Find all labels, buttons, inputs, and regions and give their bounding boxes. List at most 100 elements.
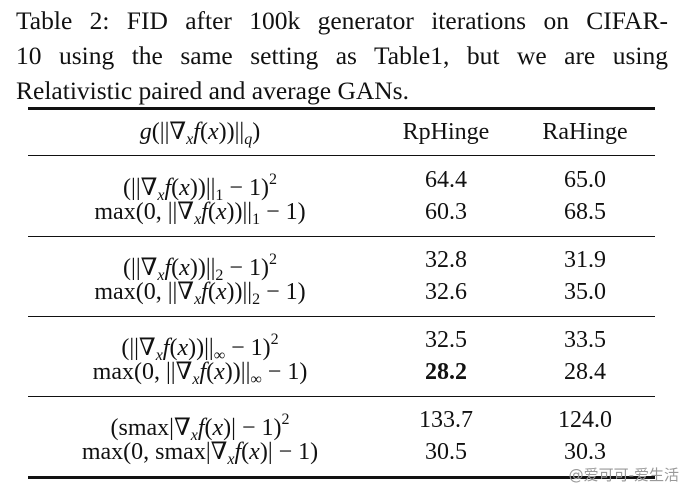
caption-line: Relativistic paired and average GANs. <box>16 76 409 105</box>
math-segment: (||∇ <box>123 255 158 281</box>
math-segment: max(0, ||∇ <box>94 279 195 305</box>
table-value: 65.0 <box>564 167 606 193</box>
math-segment: − 1) <box>223 175 269 201</box>
row-label: (smax|∇xf(x)| − 1)2 <box>40 405 360 451</box>
watermark: @爱可可-爱生活 <box>568 466 679 484</box>
row-label: (||∇xf(x))||∞ − 1)2 <box>40 325 360 371</box>
math-segment: ( <box>171 255 180 281</box>
math-segment: )| − 1) <box>223 415 282 441</box>
math-segment: ( <box>206 359 215 385</box>
row-label: g(||∇xf(x))||q) <box>40 117 360 155</box>
math-segment: 2 <box>215 267 224 284</box>
math-segment: (||∇ <box>123 175 158 201</box>
math-segment: x <box>194 291 202 308</box>
table-rule <box>28 476 655 479</box>
math-segment: ∞ <box>250 371 262 388</box>
math-segment: x <box>179 255 190 281</box>
math-segment: f <box>234 439 242 465</box>
table-value: 30.5 <box>425 439 467 465</box>
math-segment: ))|| <box>188 335 214 361</box>
caption-line: 10 using the same setting as Table1, but… <box>16 41 668 70</box>
row-label: max(0, ||∇xf(x))||1 − 1) <box>40 197 360 235</box>
math-segment: f <box>197 415 205 441</box>
math-segment: x <box>190 427 198 444</box>
math-segment: x <box>214 359 225 385</box>
math-segment: − 1) <box>261 359 308 385</box>
math-segment: x <box>212 415 224 441</box>
table-rule <box>28 396 655 398</box>
math-segment: ( <box>241 439 250 465</box>
math-segment: x <box>207 119 219 145</box>
row-label: (||∇xf(x))||1 − 1)2 <box>40 165 360 211</box>
math-segment: ))|| <box>189 255 216 281</box>
row-label: (||∇xf(x))||2 − 1)2 <box>40 245 360 291</box>
math-segment: ∞ <box>213 347 226 364</box>
math-segment: x <box>186 131 194 148</box>
math-segment: max(0, ||∇ <box>92 359 193 385</box>
row-label: max(0, smax|∇xf(x)| − 1) <box>40 437 360 475</box>
table-rule <box>28 155 655 157</box>
math-segment: 2 <box>268 251 277 268</box>
table-value: 32.5 <box>425 327 467 353</box>
caption-line: Table 2: FID after 100k generator iterat… <box>16 6 668 35</box>
math-segment: f <box>162 335 170 361</box>
math-segment: ))|| <box>189 175 216 201</box>
math-segment: q <box>244 131 253 148</box>
table-value: RaHinge <box>542 119 628 145</box>
math-segment: 2 <box>270 331 279 348</box>
math-segment: max(0, ||∇ <box>94 199 195 225</box>
table-value: 133.7 <box>419 407 473 433</box>
math-segment: x <box>215 199 227 225</box>
row-label: max(0, ||∇xf(x))||∞ − 1) <box>40 357 360 395</box>
table-rule <box>28 107 655 110</box>
math-segment: g <box>139 119 152 145</box>
math-segment: x <box>215 279 227 305</box>
math-segment: f <box>201 199 208 225</box>
math-segment: x <box>157 267 165 284</box>
math-segment: )| − 1) <box>259 439 319 465</box>
table-value: 124.0 <box>558 407 612 433</box>
math-segment: 2 <box>281 411 290 428</box>
math-segment: f <box>201 279 208 305</box>
math-segment: − 1) <box>225 335 271 361</box>
table-value: 30.3 <box>564 439 606 465</box>
math-segment: (||∇ <box>151 119 187 145</box>
math-segment: ))|| <box>226 279 253 305</box>
math-segment: ( <box>199 119 208 145</box>
math-segment: x <box>192 371 200 388</box>
math-segment: 2 <box>268 171 277 188</box>
math-segment: (smax|∇ <box>110 415 191 441</box>
math-segment: x <box>157 187 165 204</box>
math-segment: ( <box>207 279 216 305</box>
math-segment: 1 <box>215 187 224 204</box>
math-segment: x <box>155 347 163 364</box>
table-value: 32.6 <box>425 279 467 305</box>
math-segment: ))|| <box>226 199 253 225</box>
table-value: 35.0 <box>564 279 606 305</box>
math-segment: ( <box>204 415 213 441</box>
math-segment: x <box>177 335 189 361</box>
math-segment: ( <box>169 335 178 361</box>
math-segment: x <box>227 451 235 468</box>
math-segment: − 1) <box>260 199 306 225</box>
math-segment: ) <box>252 119 261 145</box>
math-segment: 2 <box>252 291 261 308</box>
table-value: 28.4 <box>564 359 606 385</box>
math-segment: x <box>179 175 190 201</box>
math-segment: − 1) <box>260 279 306 305</box>
math-segment: ( <box>207 199 216 225</box>
table-value: 31.9 <box>564 247 606 273</box>
math-segment: x <box>249 439 260 465</box>
math-segment: x <box>194 211 202 228</box>
table-value: RpHinge <box>402 119 490 145</box>
math-segment: f <box>164 175 172 201</box>
table-value: 68.5 <box>564 199 606 225</box>
math-segment: (||∇ <box>121 335 156 361</box>
table-value: 28.2 <box>425 359 467 385</box>
row-label: max(0, ||∇xf(x))||2 − 1) <box>40 277 360 315</box>
math-segment: − 1) <box>223 255 269 281</box>
math-segment: f <box>164 255 172 281</box>
math-segment: ( <box>171 175 180 201</box>
table-rule <box>28 236 655 238</box>
